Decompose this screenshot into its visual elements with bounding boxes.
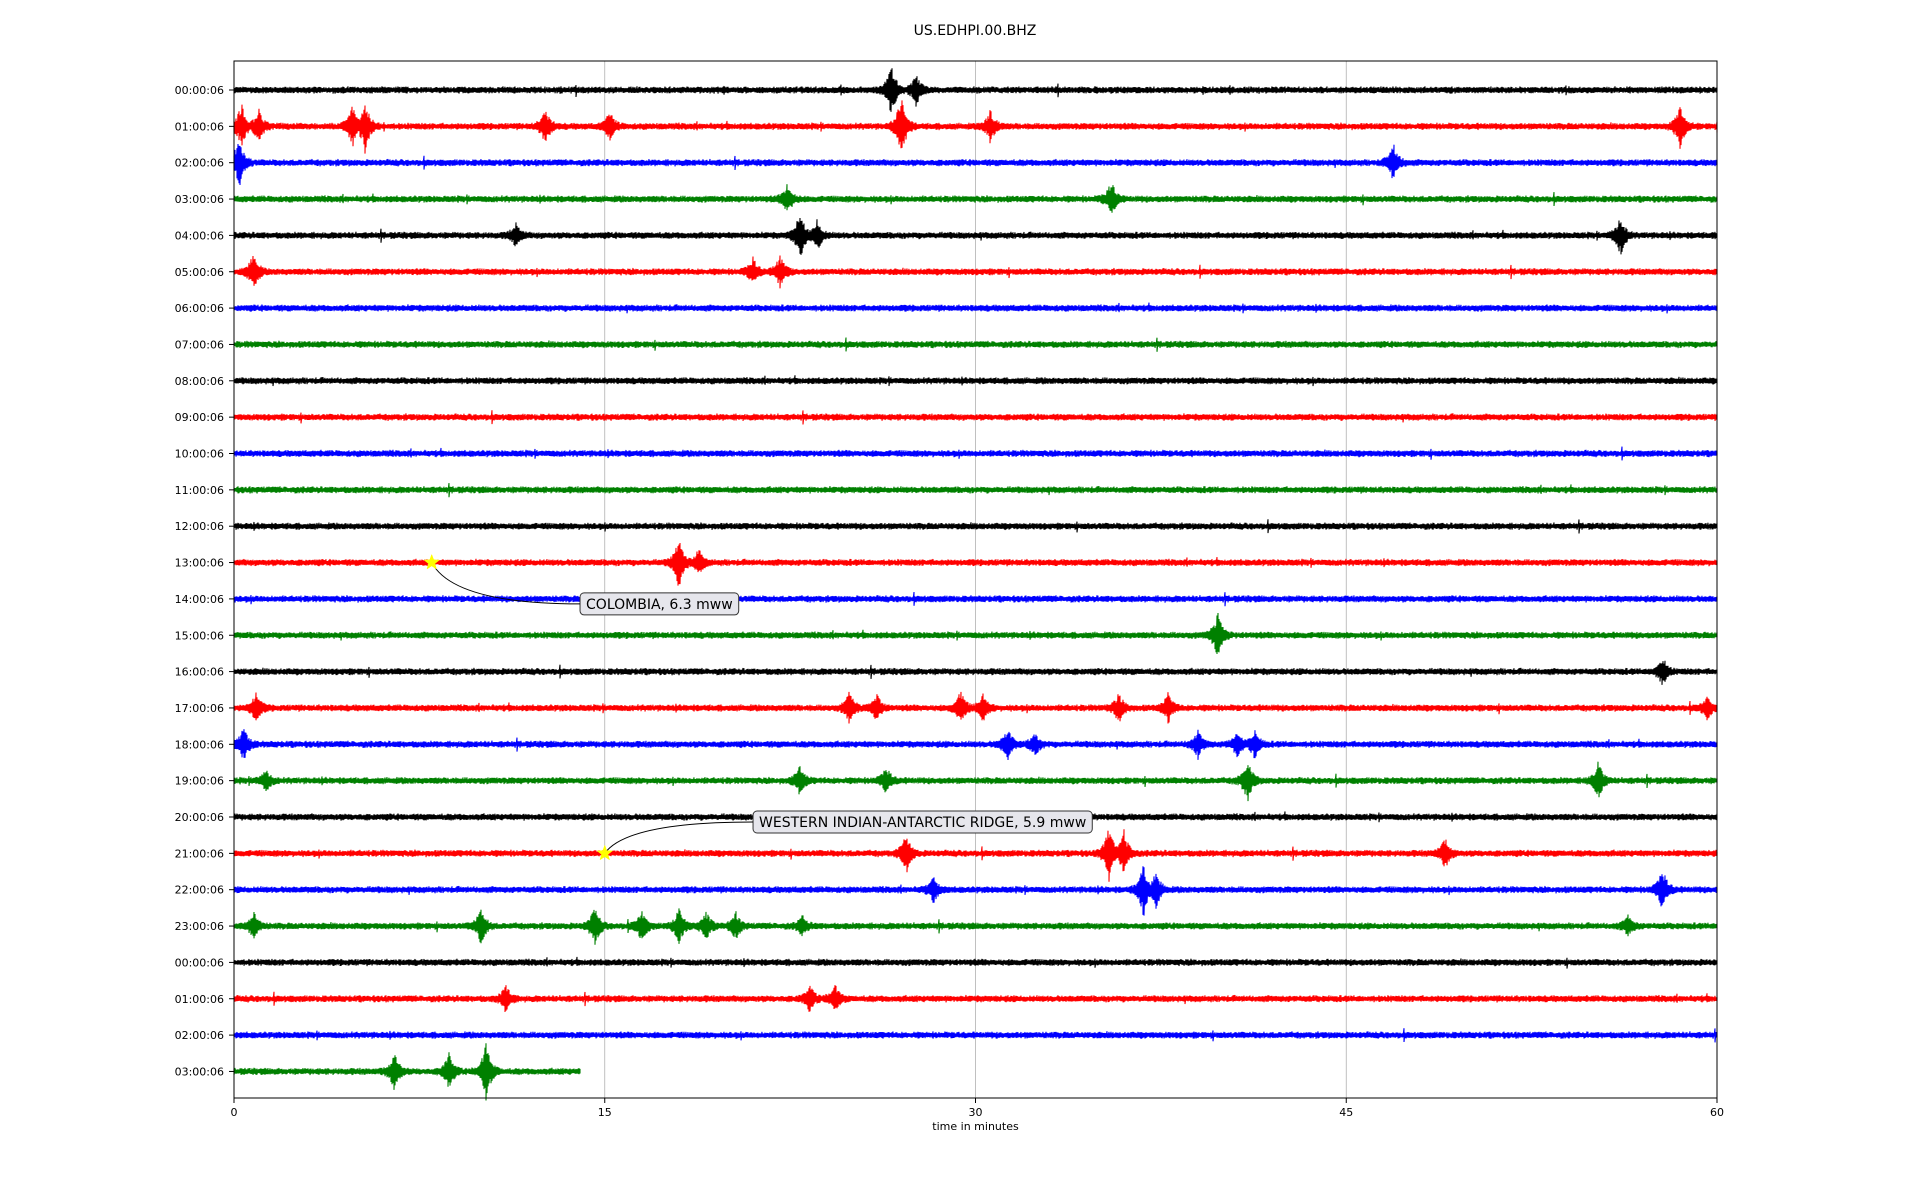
trace-row [233, 956, 1718, 969]
trace-row [233, 302, 1718, 314]
plot-frame [233, 60, 1718, 1099]
row-label: 15:00:06 [175, 629, 224, 642]
row-label: 03:00:06 [175, 193, 224, 206]
trace-row [233, 100, 1718, 154]
trace-row [233, 446, 1718, 461]
row-label: 16:00:06 [175, 666, 224, 679]
row-label: 09:00:06 [175, 411, 224, 424]
x-tick-label: 0 [231, 1106, 238, 1119]
event-label: WESTERN INDIAN-ANTARCTIC RIDGE, 5.9 mww [759, 815, 1086, 831]
x-axis-label: time in minutes [932, 1120, 1019, 1133]
traces [233, 68, 1718, 1101]
trace-row [233, 143, 1718, 186]
row-label: 11:00:06 [175, 484, 224, 497]
trace-row [233, 591, 1718, 607]
row-label: 22:00:06 [175, 884, 224, 897]
trace-row [233, 410, 1718, 425]
grid-lines [604, 61, 1347, 1098]
event-connector [604, 821, 754, 854]
trace-row [233, 337, 1718, 352]
trace-row [233, 691, 1718, 724]
x-tick-label: 60 [1710, 1106, 1724, 1119]
row-label: 08:00:06 [175, 375, 224, 388]
trace-row [233, 542, 1718, 586]
trace-row [233, 255, 1718, 289]
row-label: 02:00:06 [175, 1029, 224, 1042]
trace-row [233, 184, 1718, 213]
event-star-marker [596, 844, 614, 861]
trace-row [233, 612, 1718, 655]
row-label: 06:00:06 [175, 302, 224, 315]
event-label: COLOMBIA, 6.3 mww [586, 597, 733, 613]
trace-row [233, 866, 1718, 916]
row-label: 02:00:06 [175, 157, 224, 170]
x-tick-label: 45 [1339, 1106, 1353, 1119]
trace-row [233, 375, 1718, 387]
event-connector [431, 562, 581, 605]
trace-row [233, 1043, 581, 1101]
row-label: 14:00:06 [175, 593, 224, 606]
row-label: 00:00:06 [175, 84, 224, 97]
trace-row [233, 660, 1718, 685]
row-label: 01:00:06 [175, 993, 224, 1006]
row-label: 19:00:06 [175, 775, 224, 788]
trace-row [233, 761, 1718, 802]
x-tick-label: 30 [969, 1106, 983, 1119]
x-tick-label: 15 [598, 1106, 612, 1119]
trace-row [233, 68, 1718, 112]
row-label: 05:00:06 [175, 266, 224, 279]
trace-row [233, 1028, 1718, 1043]
trace-row [233, 217, 1718, 255]
x-ticks: 0 15 30 45 60 [231, 1098, 1724, 1119]
trace-row [233, 985, 1718, 1013]
trace-row [233, 829, 1718, 882]
row-label: 10:00:06 [175, 448, 224, 461]
row-label: 12:00:06 [175, 520, 224, 533]
row-labels: 00:00:06 01:00:06 02:00:06 03:00:06 04:00:06… [175, 84, 234, 1078]
row-label: 18:00:06 [175, 738, 224, 751]
row-label: 21:00:06 [175, 847, 224, 860]
event-annotations: COLOMBIA, 6.3 mww WESTERN INDIAN-ANTARCTI… [423, 553, 1093, 861]
event-star-marker [423, 553, 440, 570]
trace-row [233, 908, 1718, 945]
row-label: 03:00:06 [175, 1065, 224, 1078]
row-label: 04:00:06 [175, 229, 224, 242]
row-label: 23:00:06 [175, 920, 224, 933]
trace-row [233, 483, 1718, 498]
row-label: 13:00:06 [175, 557, 224, 570]
chart-title: US.EDHPI.00.BHZ [914, 23, 1037, 39]
trace-row [233, 729, 1718, 761]
event-annotation: WESTERN INDIAN-ANTARCTIC RIDGE, 5.9 mww [596, 810, 1093, 861]
row-label: 20:00:06 [175, 811, 224, 824]
row-label: 07:00:06 [175, 338, 224, 351]
event-annotation: COLOMBIA, 6.3 mww [423, 553, 740, 616]
row-label: 17:00:06 [175, 702, 224, 715]
row-label: 01:00:06 [175, 120, 224, 133]
trace-row [233, 519, 1718, 534]
row-label: 00:00:06 [175, 956, 224, 969]
